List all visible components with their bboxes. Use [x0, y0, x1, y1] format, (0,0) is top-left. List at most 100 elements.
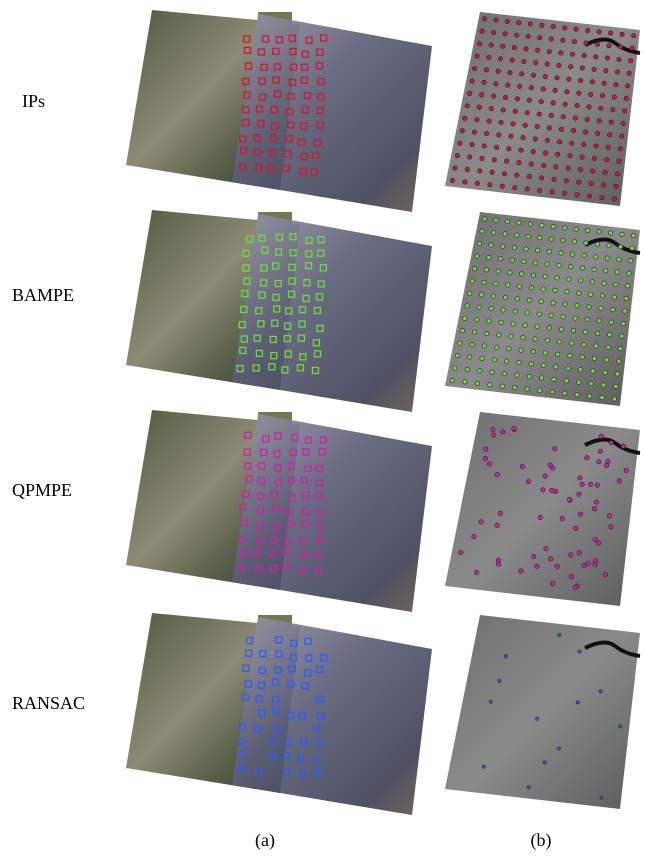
control-point: [604, 158, 608, 162]
control-point: [531, 73, 535, 77]
control-point: [582, 563, 586, 567]
control-point: [513, 385, 517, 389]
control-point: [583, 330, 587, 334]
control-point: [571, 128, 575, 132]
control-point: [533, 137, 537, 141]
control-point: [559, 127, 563, 131]
control-point: [606, 459, 610, 463]
control-point: [501, 244, 505, 248]
control-point: [503, 95, 507, 99]
control-point: [567, 277, 571, 281]
control-point: [568, 354, 572, 358]
control-point: [584, 41, 588, 45]
control-point: [603, 170, 607, 174]
control-point: [594, 55, 598, 59]
control-point: [505, 19, 509, 23]
control-point: [468, 355, 472, 359]
control-point: [491, 427, 495, 431]
control-point: [600, 195, 604, 199]
control-point: [484, 268, 488, 272]
control-point: [538, 236, 542, 240]
control-point: [551, 301, 555, 305]
control-point: [620, 32, 624, 36]
control-point: [599, 690, 602, 693]
control-point: [615, 372, 619, 376]
control-point: [569, 553, 573, 557]
control-point: [600, 294, 604, 298]
control-point: [595, 331, 599, 335]
control-point: [522, 259, 526, 263]
control-point: [465, 104, 469, 108]
control-point: [482, 217, 486, 221]
control-point: [527, 298, 531, 302]
control-point: [587, 394, 591, 398]
control-point: [524, 47, 528, 51]
image-right: [232, 14, 432, 212]
control-point: [475, 118, 479, 122]
control-point: [572, 40, 576, 44]
control-point: [514, 33, 518, 37]
control-point: [618, 147, 622, 151]
control-point: [519, 348, 523, 352]
control-point: [619, 725, 622, 728]
control-point: [564, 179, 568, 183]
control-point: [465, 304, 469, 308]
control-point: [549, 313, 553, 317]
control-point: [458, 141, 462, 145]
control-point: [611, 307, 615, 311]
control-point: [624, 296, 628, 300]
control-point: [496, 69, 500, 73]
control-point: [543, 74, 547, 78]
control-point: [459, 550, 463, 554]
control-point: [569, 575, 573, 579]
control-point: [618, 245, 622, 249]
control-point: [517, 284, 521, 288]
control-point: [589, 381, 593, 385]
control-point: [537, 312, 541, 316]
control-point: [601, 383, 605, 387]
control-point: [565, 290, 569, 294]
control-point: [577, 91, 581, 95]
control-point: [617, 57, 621, 61]
control-point: [601, 183, 605, 187]
control-point: [491, 94, 495, 98]
control-point: [592, 67, 596, 71]
control-point: [590, 280, 594, 284]
control-point: [627, 71, 631, 75]
control-point: [528, 22, 532, 26]
control-point: [488, 183, 492, 187]
control-point: [597, 119, 601, 123]
control-point: [612, 397, 616, 401]
control-point: [548, 557, 552, 561]
control-point: [472, 330, 476, 334]
control-point: [453, 166, 457, 170]
control-point: [578, 650, 581, 653]
figure: (a) (b) IPsBAMPEQPMPERANSAC: [0, 0, 646, 856]
row-label: RANSAC: [12, 693, 85, 713]
control-point: [575, 393, 579, 397]
control-point: [531, 273, 535, 277]
control-point: [541, 363, 545, 367]
control-point: [614, 384, 618, 388]
control-point: [517, 160, 521, 164]
control-point: [555, 564, 559, 568]
control-point: [523, 123, 527, 127]
control-point: [625, 284, 629, 288]
control-point: [535, 248, 539, 252]
control-point: [450, 178, 454, 182]
control-point: [498, 57, 502, 61]
control-point: [608, 133, 612, 137]
control-point: [611, 107, 615, 111]
control-point: [592, 356, 596, 360]
control-point: [472, 534, 476, 538]
control-point: [538, 515, 542, 519]
control-point: [517, 221, 521, 225]
control-point: [539, 299, 543, 303]
control-point: [585, 28, 589, 32]
control-point: [615, 270, 619, 274]
control-point: [549, 113, 553, 117]
control-point: [468, 91, 472, 95]
control-point: [510, 58, 514, 62]
control-point: [607, 514, 611, 518]
control-point: [487, 462, 491, 466]
